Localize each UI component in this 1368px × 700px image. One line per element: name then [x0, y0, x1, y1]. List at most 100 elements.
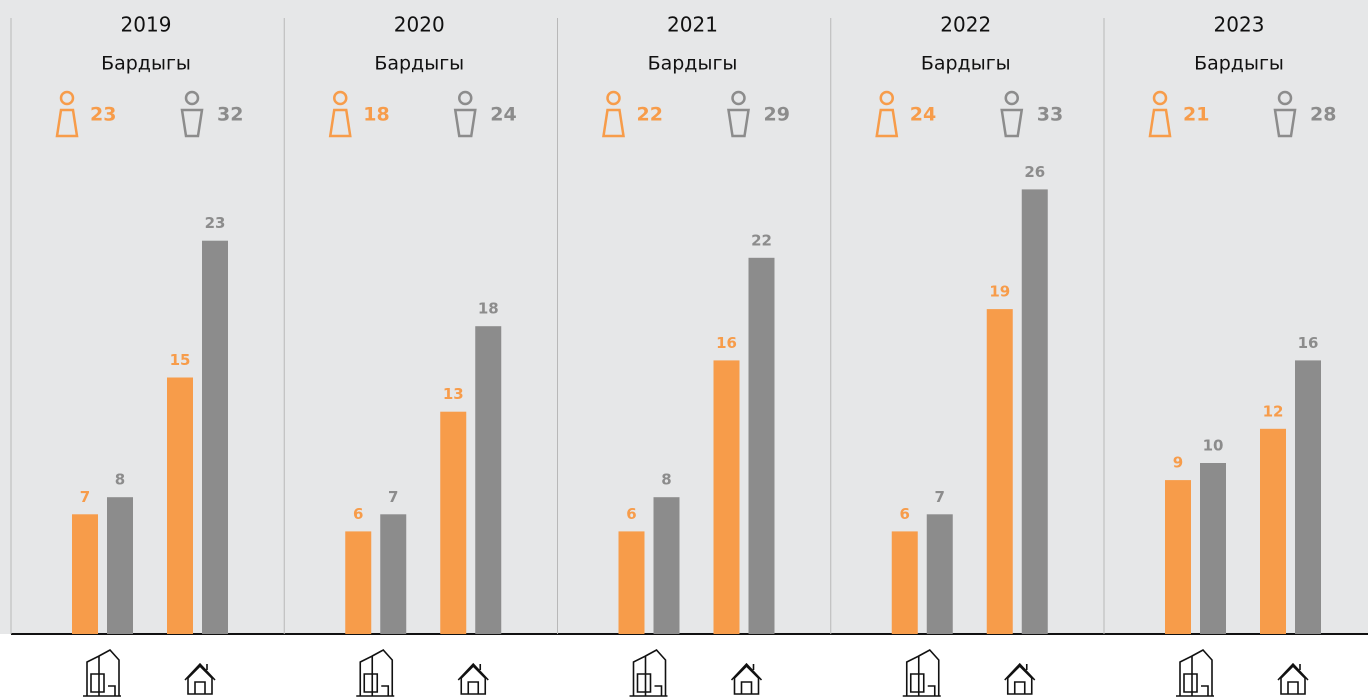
bar	[440, 411, 467, 634]
icon-body	[727, 108, 750, 138]
bar	[986, 309, 1013, 634]
icon-body	[1000, 108, 1024, 138]
icon-shape	[629, 648, 668, 697]
value-label: 10	[1203, 437, 1224, 455]
bar	[72, 514, 98, 634]
total-label: 24	[910, 104, 936, 126]
subtitle: Бардыгы	[101, 53, 191, 75]
male-icon	[453, 90, 477, 138]
value-label: 8	[115, 471, 125, 489]
icon-head	[1152, 90, 1168, 106]
bar	[926, 514, 953, 634]
value-label: 19	[989, 283, 1010, 301]
bar	[713, 360, 740, 634]
value-label: 7	[388, 488, 398, 506]
icon-shape	[83, 648, 121, 697]
value-label: 6	[353, 505, 363, 523]
urban-icon	[902, 648, 941, 697]
year-title: 2020	[394, 13, 445, 37]
rural-icon	[1277, 662, 1309, 695]
bar	[107, 497, 133, 634]
icon-body	[453, 108, 477, 138]
icon-body	[1273, 108, 1297, 138]
icon-head	[1004, 90, 1019, 106]
bar	[345, 531, 372, 634]
subtitle: Бардыгы	[648, 53, 738, 75]
total-label: 22	[637, 104, 663, 126]
value-label: 22	[751, 231, 772, 249]
male-icon	[180, 90, 204, 138]
female-icon	[1148, 90, 1172, 138]
bar	[380, 514, 407, 634]
bar	[748, 257, 775, 634]
icon-shape	[184, 662, 216, 695]
rural-icon	[1004, 662, 1036, 695]
subtitle: Бардыгы	[921, 53, 1011, 75]
icon-head	[731, 90, 746, 106]
urban-icon	[356, 648, 395, 697]
icon-shape	[457, 662, 489, 695]
value-label: 16	[1298, 334, 1319, 352]
icon-head	[184, 90, 200, 106]
icon-shape	[730, 662, 763, 695]
male-icon	[1273, 90, 1297, 138]
urban-icon	[1176, 648, 1214, 697]
total-label: 18	[363, 104, 389, 126]
icon-shape	[1176, 648, 1214, 697]
value-label: 13	[443, 385, 464, 403]
subtitle: Бардыгы	[374, 53, 464, 75]
value-label: 26	[1024, 163, 1045, 181]
icon-body	[180, 108, 204, 138]
urban-icon	[83, 648, 121, 697]
value-label: 16	[716, 334, 737, 352]
value-label: 7	[935, 488, 945, 506]
female-icon	[602, 90, 625, 138]
icon-head	[333, 90, 348, 106]
bar	[1021, 189, 1048, 634]
bar	[1200, 463, 1226, 634]
subtitle: Бардыгы	[1194, 53, 1284, 75]
value-label: 8	[661, 471, 671, 489]
year-title: 2022	[940, 13, 991, 37]
total-label: 23	[90, 104, 116, 126]
rural-icon	[730, 662, 763, 695]
bar	[653, 497, 680, 634]
icon-shape	[902, 648, 941, 697]
icon-shape	[1277, 662, 1309, 695]
male-icon	[727, 90, 750, 138]
value-label: 12	[1263, 402, 1284, 420]
value-label: 15	[170, 351, 191, 369]
icon-body	[602, 108, 625, 138]
icon-body	[1148, 108, 1172, 138]
icon-shape	[356, 648, 395, 697]
icon-shape	[1004, 662, 1036, 695]
value-label: 23	[205, 214, 226, 232]
icon-body	[875, 108, 899, 138]
female-icon	[55, 90, 79, 138]
female-icon	[328, 90, 352, 138]
value-label: 18	[478, 300, 499, 318]
total-label: 24	[490, 104, 516, 126]
bar	[1260, 428, 1286, 634]
year-title: 2023	[1214, 13, 1265, 37]
icon-head	[458, 90, 473, 106]
icon-body	[55, 108, 79, 138]
urban-icon	[629, 648, 668, 697]
total-label: 29	[764, 104, 790, 126]
icon-body	[328, 108, 352, 138]
value-label: 6	[900, 505, 910, 523]
year-title: 2019	[121, 13, 172, 37]
icon-head	[1277, 90, 1293, 106]
total-label: 21	[1183, 104, 1209, 126]
total-label: 32	[217, 104, 243, 126]
bar	[167, 377, 193, 634]
bar	[1295, 360, 1321, 634]
rural-icon	[184, 662, 216, 695]
value-label: 9	[1173, 454, 1183, 472]
bar	[475, 326, 502, 634]
rural-icon	[457, 662, 489, 695]
bar	[891, 531, 918, 634]
male-icon	[1000, 90, 1024, 138]
bar	[618, 531, 645, 634]
